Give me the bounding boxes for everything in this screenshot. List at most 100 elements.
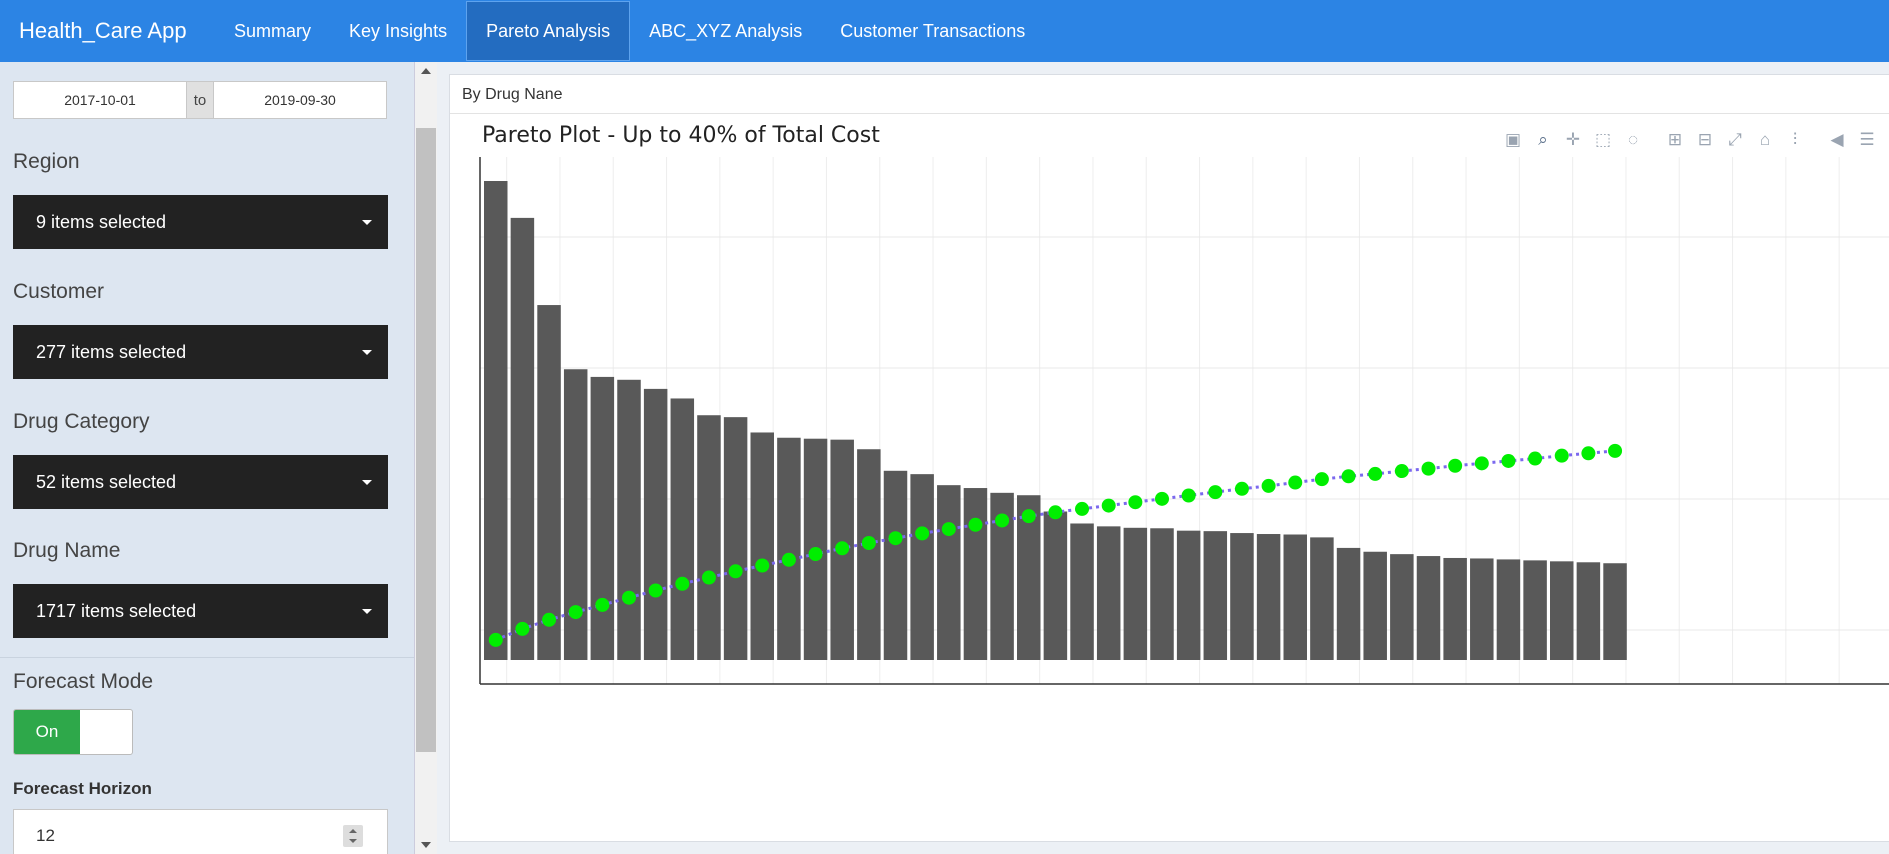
box-select-icon[interactable]: ⬚ — [1594, 130, 1612, 149]
bar[interactable] — [1336, 547, 1361, 660]
bar[interactable] — [1603, 563, 1627, 660]
cumulative-point[interactable] — [835, 541, 850, 556]
cumulative-point[interactable] — [1021, 509, 1036, 524]
compare-hover-icon[interactable]: ◀ — [1830, 130, 1844, 149]
end-date-input[interactable]: 2019-09-30 — [264, 92, 336, 108]
cumulative-point[interactable] — [675, 576, 690, 591]
tab-abc-xyz-analysis[interactable]: ABC_XYZ Analysis — [649, 20, 803, 41]
sidebar-scrollbar[interactable] — [415, 62, 437, 854]
cumulative-point[interactable] — [915, 526, 930, 541]
scroll-down-icon[interactable] — [421, 842, 431, 848]
bar[interactable] — [750, 432, 775, 660]
tab-customer-transactions[interactable]: Customer Transactions — [840, 20, 1026, 41]
camera-icon[interactable]: ▣ — [1504, 130, 1522, 149]
bar[interactable] — [857, 449, 881, 660]
cumulative-point[interactable] — [622, 590, 636, 605]
cumulative-point[interactable] — [1128, 495, 1143, 510]
cumulative-point[interactable] — [1368, 466, 1383, 481]
autoscale-icon[interactable]: ⤢ — [1728, 130, 1742, 149]
bar[interactable] — [670, 398, 695, 660]
bar[interactable] — [643, 388, 668, 660]
show-closest-icon[interactable]: ☰ — [1859, 130, 1875, 149]
bar[interactable] — [963, 488, 988, 660]
bar[interactable] — [1470, 558, 1494, 660]
cumulative-point[interactable] — [1474, 456, 1489, 471]
drug-category-picker[interactable]: 52 items selected — [13, 455, 388, 509]
bar[interactable] — [617, 379, 641, 660]
tab-pareto-analysis[interactable]: Pareto Analysis — [466, 1, 631, 61]
cumulative-point[interactable] — [1314, 472, 1329, 487]
cumulative-point[interactable] — [1528, 451, 1543, 466]
cumulative-point[interactable] — [968, 517, 983, 532]
bar[interactable] — [1176, 530, 1201, 660]
cumulative-point[interactable] — [595, 597, 610, 612]
bar[interactable] — [1043, 511, 1068, 660]
cumulative-point[interactable] — [488, 632, 503, 647]
bar[interactable] — [1576, 562, 1601, 660]
cumulative-point[interactable] — [808, 547, 823, 562]
bar[interactable] — [910, 474, 934, 660]
cumulative-point[interactable] — [755, 558, 770, 573]
app-title[interactable]: Health_Care App — [19, 18, 187, 43]
bar[interactable] — [1230, 533, 1254, 660]
region-picker[interactable]: 9 items selected — [13, 195, 388, 249]
cumulative-point[interactable] — [1075, 501, 1090, 516]
cumulative-point[interactable] — [1448, 458, 1463, 473]
bar[interactable] — [1256, 534, 1281, 660]
tab-summary[interactable]: Summary — [234, 20, 312, 41]
cumulative-point[interactable] — [701, 570, 716, 585]
bar[interactable] — [1203, 531, 1228, 660]
cumulative-point[interactable] — [1501, 453, 1516, 468]
bar[interactable] — [1070, 523, 1094, 660]
cumulative-point[interactable] — [1261, 478, 1276, 493]
cumulative-point[interactable] — [1554, 448, 1569, 463]
bar[interactable] — [1416, 556, 1441, 660]
start-date-input[interactable]: 2017-10-01 — [64, 92, 136, 108]
bar[interactable] — [1550, 561, 1574, 660]
bar[interactable] — [1363, 551, 1387, 660]
bar[interactable] — [1390, 554, 1414, 660]
customer-picker[interactable]: 277 items selected — [13, 325, 388, 379]
number-spinner-icon[interactable] — [343, 825, 363, 847]
cumulative-point[interactable] — [568, 605, 583, 620]
forecast-horizon-input[interactable]: 12 — [13, 809, 388, 854]
scroll-up-icon[interactable] — [421, 68, 431, 74]
cumulative-point[interactable] — [542, 612, 557, 627]
bar[interactable] — [1150, 528, 1174, 660]
cumulative-point[interactable] — [1101, 498, 1116, 513]
cumulative-point[interactable] — [888, 531, 903, 546]
cumulative-point[interactable] — [648, 583, 663, 598]
cumulative-point[interactable] — [781, 552, 796, 567]
cumulative-point[interactable] — [995, 513, 1010, 528]
bar[interactable] — [537, 305, 561, 660]
bar[interactable] — [1123, 527, 1148, 660]
bar[interactable] — [697, 415, 721, 660]
cumulative-point[interactable] — [1181, 488, 1196, 503]
lasso-icon[interactable]: ◌ — [1627, 130, 1639, 149]
cumulative-point[interactable] — [1208, 485, 1223, 500]
zoom-icon[interactable]: ⌕ — [1538, 130, 1548, 149]
drug-name-picker[interactable]: 1717 items selected — [13, 584, 388, 638]
bar[interactable] — [777, 437, 801, 660]
forecast-mode-toggle[interactable]: On — [13, 709, 133, 755]
cumulative-point[interactable] — [1581, 446, 1596, 461]
bar[interactable] — [590, 376, 615, 660]
bar[interactable] — [563, 369, 588, 660]
bar[interactable] — [1017, 495, 1041, 660]
bar[interactable] — [1310, 537, 1334, 660]
cumulative-point[interactable] — [941, 522, 956, 537]
cumulative-point[interactable] — [861, 535, 876, 550]
bar[interactable] — [1283, 534, 1308, 660]
cumulative-point[interactable] — [1421, 461, 1436, 476]
bar[interactable] — [937, 485, 961, 660]
tab-key-insights[interactable]: Key Insights — [349, 20, 448, 41]
cumulative-point[interactable] — [1341, 469, 1356, 484]
reset-axes-icon[interactable]: ⌂ — [1759, 130, 1771, 149]
bar[interactable] — [1523, 560, 1547, 660]
bar[interactable] — [1443, 557, 1467, 660]
cumulative-point[interactable] — [1048, 505, 1063, 520]
bar[interactable] — [990, 492, 1014, 660]
cumulative-point[interactable] — [515, 621, 530, 636]
cumulative-point[interactable] — [728, 564, 743, 579]
bar[interactable] — [1096, 526, 1121, 660]
